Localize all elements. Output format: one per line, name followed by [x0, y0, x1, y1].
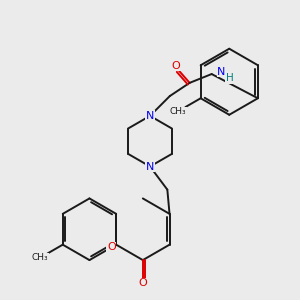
Text: CH₃: CH₃ — [32, 254, 48, 262]
Text: N: N — [146, 111, 154, 121]
Text: CH₃: CH₃ — [169, 107, 186, 116]
Text: N: N — [146, 161, 154, 172]
Text: H: H — [226, 74, 234, 83]
Text: O: O — [171, 61, 180, 71]
Text: O: O — [107, 242, 116, 252]
Text: N: N — [217, 67, 226, 77]
Text: O: O — [139, 278, 147, 288]
